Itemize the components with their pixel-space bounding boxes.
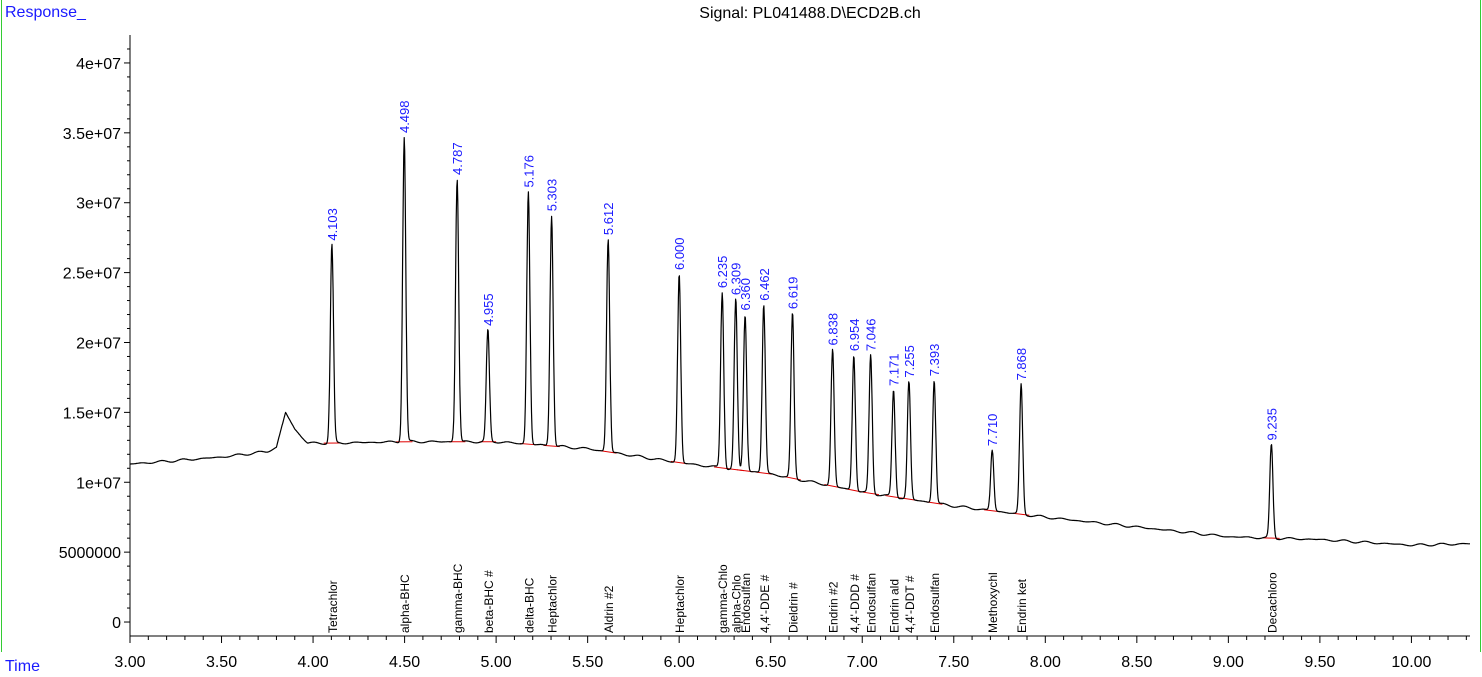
compound-name-label: 4,4'-DDE # [758, 574, 772, 633]
peak-rt-label: 4.498 [397, 100, 412, 133]
compound-name-label: Endrin ket [1015, 578, 1029, 633]
y-tick-label: 3.5e+07 [63, 126, 121, 143]
peak-rt-label: 7.393 [927, 344, 942, 377]
peak-baseline-mark [885, 495, 902, 499]
compound-name-label: Dieldrin # [786, 582, 800, 633]
compound-name-label: alpha-Chlo [730, 575, 744, 633]
compound-name-label: Endosulfan [739, 573, 753, 633]
retention-time-label-group: 4.103 4.498 4.787 4.955 5.176 5.303 5.612 6.000… [325, 100, 1279, 446]
peak-rt-label: 4.103 [325, 208, 340, 241]
x-tick-label: 3.00 [114, 654, 145, 671]
peak-rt-label: 5.612 [601, 203, 616, 236]
peak-rt-label: 6.954 [847, 319, 862, 352]
compound-name-label: beta-BHC # [482, 570, 496, 633]
peak-rt-label: 7.046 [864, 319, 879, 352]
chromatogram-trace [129, 137, 1471, 547]
compound-name-label: Endosulfan [865, 573, 879, 633]
compound-name-label: gamma-BHC [451, 563, 465, 633]
x-tick-label: 8.50 [1121, 654, 1152, 671]
peak-rt-label: 6.309 [729, 263, 744, 296]
peak-baseline-mark [862, 491, 879, 496]
peak-rt-label: 7.710 [985, 414, 1000, 447]
x-tick-label: 6.00 [664, 654, 695, 671]
y-tick-label: 0 [112, 615, 121, 632]
compound-label-group: Tetrachlor alpha-BHC gamma-BHC beta-BHC # de… [326, 563, 1279, 633]
peak-rt-label: 9.235 [1264, 408, 1279, 441]
x-tick-label: 6.50 [755, 654, 786, 671]
x-tick-group: 3.00 3.50 4.00 4.50 5.00 5.50 6.00 6.50 7.00 7.50… [114, 636, 1467, 671]
peak-rt-label: 6.462 [757, 268, 772, 301]
compound-name-label: 4,4'-DDT # [903, 575, 917, 633]
peak-rt-label: 6.838 [826, 313, 841, 346]
peak-rt-label: 5.303 [545, 179, 560, 212]
y-tick-label: 5000000 [59, 545, 121, 562]
peak-rt-label: 7.868 [1014, 348, 1029, 381]
x-tick-label: 3.50 [206, 654, 237, 671]
x-tick-label: 7.50 [938, 654, 969, 671]
compound-name-label: Methoxychl [986, 572, 1000, 633]
y-tick-label: 1.5e+07 [63, 405, 121, 422]
y-tick-label: 3e+07 [76, 196, 121, 213]
x-tick-label: 5.50 [572, 654, 603, 671]
x-tick-label: 5.00 [481, 654, 512, 671]
peak-rt-label: 6.360 [738, 278, 753, 311]
x-tick-label: 9.00 [1213, 654, 1244, 671]
compound-name-label: Tetrachlor [326, 580, 340, 633]
peak-rt-label: 6.000 [672, 237, 687, 270]
x-tick-label: 4.00 [297, 654, 328, 671]
y-tick-group: 0 5000000 1e+07 1.5e+07 2e+07 2.5e+07 3e+07 3.5… [59, 48, 130, 632]
peak-rt-label: 5.176 [521, 155, 536, 188]
compound-name-label: Aldrin #2 [602, 585, 616, 633]
peak-rt-label: 6.235 [715, 256, 730, 289]
y-axis-title: Response_ [5, 4, 87, 21]
compound-name-label: Endrin #2 [827, 581, 841, 633]
x-tick-label: 4.50 [389, 654, 420, 671]
compound-name-label: gamma-Chlo [716, 564, 730, 633]
compound-name-label: Endosulfan [928, 573, 942, 633]
y-tick-label: 2.5e+07 [63, 266, 121, 283]
x-tick-label: 10.00 [1391, 654, 1431, 671]
peak-rt-label: 4.955 [481, 293, 496, 326]
compound-name-label: Heptachlor [673, 575, 687, 633]
compound-name-label: 4,4'-DDD # [848, 574, 862, 633]
peak-rt-label: 4.787 [450, 142, 465, 175]
compound-name-label: delta-BHC [522, 577, 536, 633]
y-tick-label: 4e+07 [76, 56, 121, 73]
x-axis-title: Time [5, 658, 40, 675]
x-tick-label: 7.00 [847, 654, 878, 671]
y-tick-label: 2e+07 [76, 335, 121, 352]
compound-name-label: Heptachlor [546, 575, 560, 633]
peak-rt-label: 7.171 [887, 353, 902, 386]
peak-baseline-mark [1263, 537, 1280, 539]
y-tick-label: 1e+07 [76, 475, 121, 492]
compound-name-label: Endrin ald [888, 579, 902, 633]
baseline-mark-group [323, 441, 1280, 539]
compound-name-label: alpha-BHC [398, 574, 412, 633]
peak-rt-label: 7.255 [902, 345, 917, 378]
signal-title: Signal: PL041488.D\ECD2B.ch [699, 5, 920, 22]
compound-name-label: Decachloro [1265, 572, 1279, 633]
peak-rt-label: 6.619 [785, 277, 800, 310]
x-tick-label: 9.50 [1304, 654, 1335, 671]
x-tick-label: 8.00 [1030, 654, 1061, 671]
